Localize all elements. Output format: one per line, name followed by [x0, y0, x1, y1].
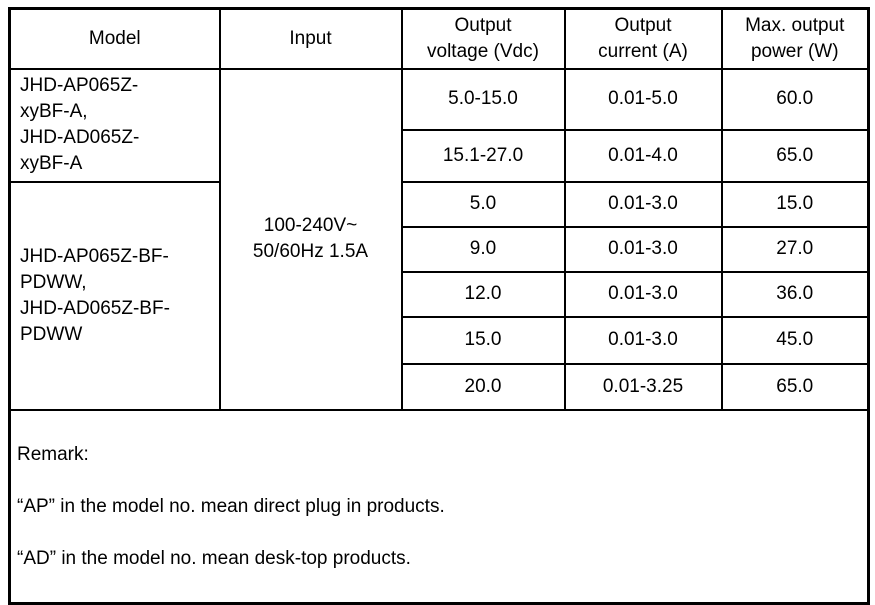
- table-row: 12.0 0.01-3.0 36.0: [10, 270, 870, 318]
- voltage-value: 5.0-15.0: [400, 67, 566, 131]
- current-value: 0.01-3.0: [563, 270, 723, 318]
- power-value: 36.0: [720, 270, 870, 318]
- header-output-current: Output current (A): [563, 7, 723, 70]
- voltage-value: 15.0: [400, 315, 566, 365]
- current-value: 0.01-3.0: [563, 315, 723, 365]
- remark-line-ap: “AP” in the model no. mean direct plug i…: [17, 495, 445, 517]
- header-max-output-power: Max. output power (W): [720, 7, 870, 70]
- power-value: 60.0: [720, 67, 870, 131]
- power-spec-table: Model Input Output voltage (Vdc) Output …: [8, 7, 870, 605]
- power-value: 27.0: [720, 225, 870, 273]
- remark-line-ad: “AD” in the model no. mean desk-top prod…: [17, 547, 411, 569]
- power-value: 15.0: [720, 180, 870, 228]
- current-value: 0.01-4.0: [563, 128, 723, 183]
- header-output-voltage: Output voltage (Vdc): [400, 7, 566, 70]
- current-value: 0.01-3.25: [563, 362, 723, 411]
- power-value: 45.0: [720, 315, 870, 365]
- current-value: 0.01-3.0: [563, 225, 723, 273]
- table-row: JHD-AP065Z-BF- PDWW, JHD-AD065Z-BF- PDWW…: [8, 180, 870, 411]
- table-row: 20.0 0.01-3.25 65.0: [10, 362, 870, 411]
- remark-cell: Remark: “AP” in the model no. mean direc…: [8, 408, 870, 604]
- remark-title: Remark:: [17, 443, 89, 465]
- model-group-xybf: JHD-AP065Z- xyBF-A, JHD-AD065Z- xyBF-A: [8, 67, 221, 183]
- header-input: Input: [218, 7, 403, 70]
- spec-table-container: Model Input Output voltage (Vdc) Output …: [8, 7, 870, 605]
- voltage-value: 5.0: [400, 180, 566, 228]
- header-model: Model: [8, 7, 221, 70]
- remark-row: Remark: “AP” in the model no. mean direc…: [8, 408, 870, 604]
- current-value: 0.01-5.0: [563, 67, 723, 131]
- voltage-value: 15.1-27.0: [400, 128, 566, 183]
- table-row: 15.0 0.01-3.0 45.0: [10, 315, 870, 365]
- power-value: 65.0: [720, 128, 870, 183]
- voltage-value: 12.0: [400, 270, 566, 318]
- table-row: 9.0 0.01-3.0 27.0: [10, 225, 870, 273]
- header-row: Model Input Output voltage (Vdc) Output …: [8, 7, 870, 70]
- table-row: JHD-AP065Z- xyBF-A, JHD-AD065Z- xyBF-A 1…: [8, 67, 870, 411]
- input-spec: 100-240V~ 50/60Hz 1.5A: [218, 67, 403, 411]
- voltage-value: 20.0: [400, 362, 566, 411]
- table-row: 15.1-27.0 0.01-4.0 65.0: [10, 128, 870, 183]
- model-group-pdww: JHD-AP065Z-BF- PDWW, JHD-AD065Z-BF- PDWW: [8, 180, 221, 411]
- power-value: 65.0: [720, 362, 870, 411]
- voltage-value: 9.0: [400, 225, 566, 273]
- current-value: 0.01-3.0: [563, 180, 723, 228]
